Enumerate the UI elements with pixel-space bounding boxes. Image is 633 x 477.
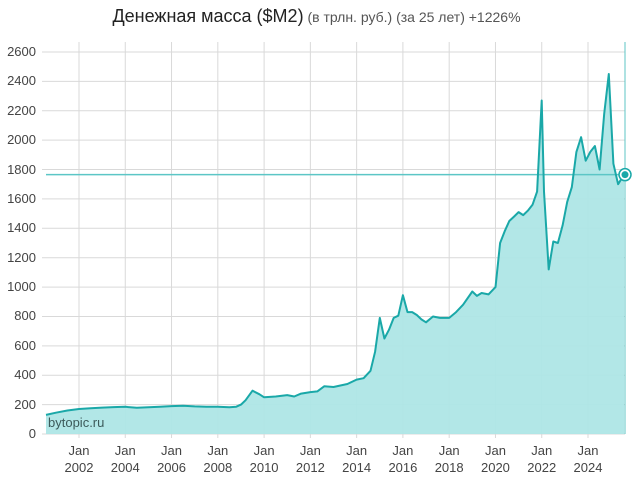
x-tick-label: Jan 2008 bbox=[203, 443, 233, 475]
y-tick-label: 2200 bbox=[7, 102, 36, 118]
y-tick-label: 1000 bbox=[7, 279, 36, 295]
x-tick-label: Jan 2006 bbox=[157, 443, 186, 475]
y-tick-label: 600 bbox=[14, 337, 36, 353]
x-tick-label: Jan 2020 bbox=[480, 443, 510, 475]
x-tick-label: Jan 2002 bbox=[64, 443, 94, 475]
x-tick-label: Jan 2010 bbox=[249, 443, 279, 475]
y-tick-label: 1800 bbox=[7, 161, 36, 177]
y-tick-label: 2400 bbox=[7, 73, 36, 89]
hover-marker-dot[interactable] bbox=[621, 171, 629, 179]
y-tick-label: 400 bbox=[14, 367, 36, 383]
y-tick-label: 200 bbox=[14, 396, 36, 412]
x-tick-label: Jan 2024 bbox=[573, 443, 603, 475]
chart-title-main: Денежная масса ($M2) bbox=[112, 6, 304, 26]
y-tick-label: 1600 bbox=[7, 190, 36, 206]
area-fill bbox=[46, 74, 624, 434]
x-tick-label: Jan 2014 bbox=[342, 443, 372, 475]
y-tick-label: 800 bbox=[14, 308, 36, 324]
y-tick-label: 1200 bbox=[7, 249, 36, 265]
y-tick-label: 1400 bbox=[7, 220, 36, 236]
x-tick-label: Jan 2004 bbox=[110, 443, 140, 475]
x-tick-label: Jan 2022 bbox=[527, 443, 557, 475]
x-tick-label: Jan 2018 bbox=[434, 443, 464, 475]
y-tick-label: 2600 bbox=[7, 44, 36, 59]
x-tick-label: Jan 2016 bbox=[388, 443, 418, 475]
chart-title: Денежная масса ($M2) (в трлн. руб.) (за … bbox=[0, 6, 633, 27]
data-line[interactable] bbox=[45, 73, 625, 416]
y-tick-label: 0 bbox=[28, 426, 36, 441]
chart-title-sub: (в трлн. руб.) (за 25 лет) +1226% bbox=[303, 9, 521, 25]
x-tick-label: Jan 2012 bbox=[295, 443, 325, 475]
watermark: bytopic.ru bbox=[48, 415, 105, 430]
y-tick-label: 2000 bbox=[7, 132, 36, 148]
